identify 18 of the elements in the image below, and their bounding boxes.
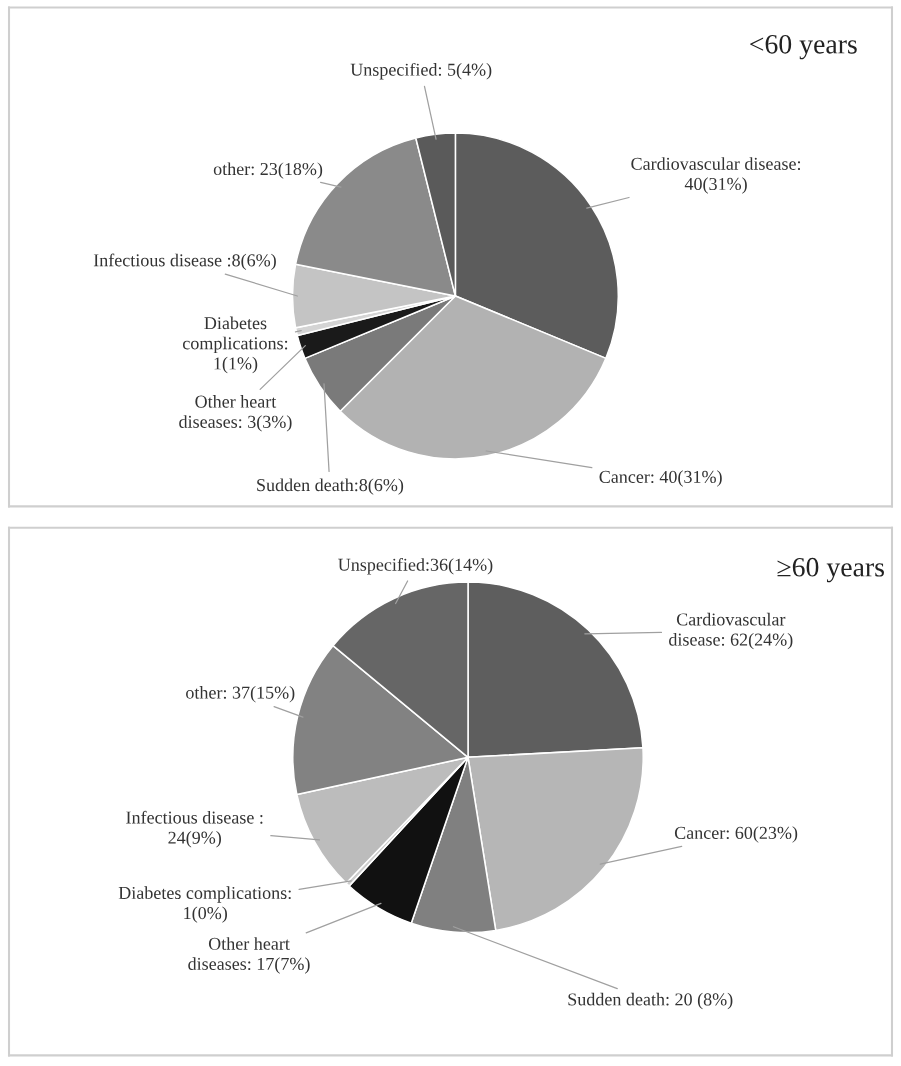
chart-title: <60 years: [750, 34, 857, 60]
slice-label: Cancer: 60(23%): [674, 826, 798, 843]
chart-title: ≥60 years: [777, 557, 884, 583]
slice-label: other: 23(18%): [213, 162, 323, 179]
slice-label: Unspecified: 5(4%): [350, 62, 492, 80]
slice-label: Diabetes complications: 1(0%): [118, 886, 291, 923]
slice-label: other: 37(15%): [186, 686, 295, 703]
slice-label: Cardiovascular disease: 40(31%): [631, 157, 801, 194]
slice-label: Other heart diseases: 17(7%): [188, 937, 310, 974]
slice-label: Cardiovascular disease: 62(24%): [669, 612, 793, 650]
slice-label: Unspecified:36(14%): [338, 557, 493, 575]
slice-label: Infectious disease :8(6%): [93, 253, 276, 271]
slice-label: Other heart diseases: 3(3%): [179, 395, 292, 432]
slice-label: Diabetes complications: 1(1%): [182, 316, 288, 374]
slice-label: Cancer: 40(31%): [599, 470, 722, 487]
slice-label: Sudden death:8(6%): [257, 478, 404, 495]
slice-label: Sudden death: 20 (8%): [568, 992, 733, 1010]
slice-label: Infectious disease : 24(9%): [126, 810, 263, 848]
